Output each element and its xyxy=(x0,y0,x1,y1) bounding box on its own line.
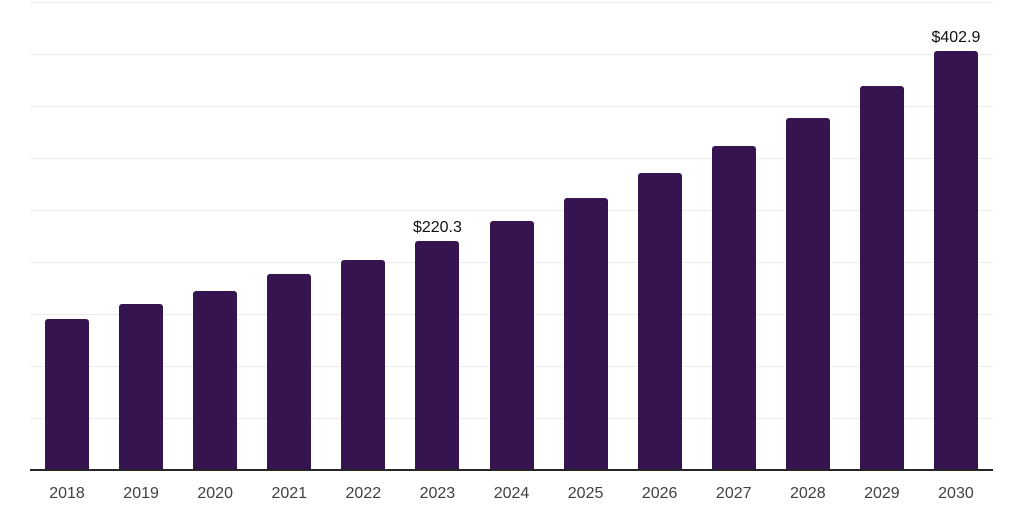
grid-line xyxy=(30,210,993,211)
x-tick-label: 2022 xyxy=(345,485,382,502)
x-tick-label: 2030 xyxy=(938,485,974,502)
bar-2030 xyxy=(933,50,978,470)
bar-2029 xyxy=(859,85,904,470)
x-tick-label: 2023 xyxy=(419,485,456,502)
x-tick-label: 2029 xyxy=(864,485,900,502)
x-tick-label: 2026 xyxy=(641,485,678,502)
x-tick-label: 2024 xyxy=(493,485,530,502)
grid-line xyxy=(30,54,993,55)
bar-2021 xyxy=(267,274,312,470)
bar-2028 xyxy=(785,118,830,470)
bar-2026 xyxy=(637,173,682,470)
x-tick-label: 2027 xyxy=(715,485,752,502)
grid-line xyxy=(30,106,993,107)
x-tick-label: 2021 xyxy=(271,485,308,502)
bar-2027 xyxy=(711,146,756,470)
bar-value-label: $402.9 xyxy=(931,28,981,46)
bar-2022 xyxy=(341,259,386,470)
x-tick-label: 2019 xyxy=(123,485,159,502)
x-tick-label: 2025 xyxy=(567,485,604,502)
x-tick-label: 2028 xyxy=(790,485,826,502)
bar-2020 xyxy=(193,291,238,470)
bar-2024 xyxy=(489,220,534,470)
grid-line xyxy=(30,2,993,3)
bar-2018 xyxy=(45,318,90,470)
bar-value-label: $220.3 xyxy=(412,218,462,236)
bar-2025 xyxy=(563,197,608,470)
x-tick-label: 2018 xyxy=(49,485,85,502)
x-tick-label: 2020 xyxy=(197,485,233,502)
x-axis-line xyxy=(30,469,993,471)
bar-2023 xyxy=(415,240,460,470)
grid-line xyxy=(30,158,993,159)
bar-2019 xyxy=(119,303,164,470)
